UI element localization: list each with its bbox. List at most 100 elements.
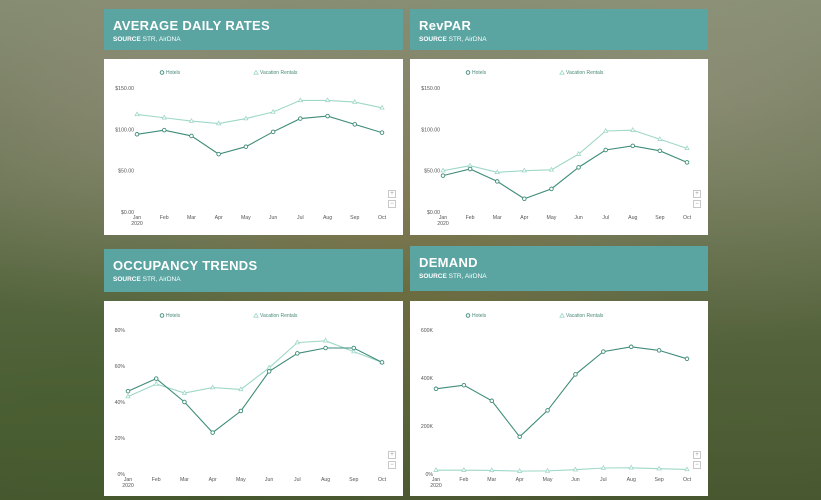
- x-tick-label: Jun: [574, 215, 582, 221]
- zoom-in-button[interactable]: +: [693, 451, 701, 459]
- data-point-hotels: [461, 382, 467, 388]
- series-line: [435, 346, 688, 438]
- data-point-hotels: [489, 398, 495, 404]
- panel-source: SOURCE STR, AirDNA: [419, 36, 699, 44]
- x-tick-label: Mar: [493, 215, 502, 221]
- panel-source: SOURCE STR, AirDNA: [113, 276, 394, 284]
- data-point-hotels: [325, 113, 330, 119]
- legend-label: Vacation Rentals: [566, 70, 604, 76]
- data-point-hotels: [522, 196, 527, 202]
- x-tick-label: Sep: [654, 477, 663, 483]
- x-tick-label: Aug: [323, 215, 332, 221]
- data-point-hotels: [517, 434, 522, 440]
- zoom-in-button[interactable]: +: [388, 190, 396, 198]
- x-tick-label: Jun: [265, 477, 273, 483]
- data-point-vacation-rentals: [243, 115, 249, 121]
- data-point-hotels: [630, 143, 636, 149]
- data-point-hotels: [295, 351, 300, 356]
- source-key: SOURCE: [113, 276, 141, 283]
- data-point-vacation-rentals: [181, 389, 188, 395]
- zoom-out-button[interactable]: −: [693, 200, 701, 208]
- data-point-vacation-rentals: [684, 145, 690, 151]
- x-tick-label: Feb: [459, 477, 468, 483]
- series-line: [136, 115, 383, 155]
- y-tick-label: $50.00: [424, 169, 440, 175]
- data-point-hotels: [656, 348, 662, 353]
- data-point-hotels: [549, 186, 554, 192]
- zoom-out-button[interactable]: −: [388, 200, 396, 208]
- data-point-vacation-rentals: [209, 384, 216, 390]
- chart-card-adr: $0.00 $50.00 $100.00 $150.00 Jan 2020 Feb Mar Ap…: [104, 59, 403, 235]
- data-point-hotels: [601, 349, 606, 354]
- y-tick-label: 200K: [421, 424, 434, 430]
- y-tick-label: $0.00: [427, 210, 440, 216]
- x-tick-label: Apr: [209, 477, 217, 483]
- x-tick-label: May: [547, 215, 557, 221]
- legend-marker-vacation-rentals: [559, 312, 565, 318]
- chart-card-demand: 0% 200K 400K 600K Jan 2020 Feb Mar Apr May Jun Jul A…: [410, 301, 708, 496]
- data-point-vacation-rentals: [684, 466, 690, 472]
- x-tick-label: Jul: [600, 477, 607, 483]
- panel-title: OCCUPANCY TRENDS: [113, 258, 258, 273]
- data-point-vacation-rentals: [266, 364, 272, 370]
- data-point-hotels: [379, 360, 385, 365]
- panel-header-revpar: RevPAR SOURCE STR, AirDNA: [410, 9, 708, 50]
- x-tick-label: Mar: [487, 477, 496, 483]
- data-point-hotels: [161, 127, 167, 133]
- data-point-hotels: [216, 151, 221, 157]
- y-tick-label: $150.00: [115, 86, 134, 92]
- panel-header-occupancy: OCCUPANCY TRENDS SOURCE STR, AirDNA: [104, 249, 403, 292]
- data-point-hotels: [684, 356, 690, 362]
- x-tick-label: May: [241, 215, 251, 221]
- data-point-hotels: [210, 430, 215, 435]
- legend-marker-hotels: [465, 313, 471, 318]
- data-point-vacation-rentals: [657, 136, 663, 141]
- legend-label: Vacation Rentals: [260, 70, 298, 76]
- chart-card-revpar: $0.00 $50.00 $100.00 $150.00 Jan 2020 Feb Mar Ap…: [410, 59, 708, 235]
- zoom-out-button[interactable]: −: [388, 461, 396, 469]
- line-chart: 0% 200K 400K 600K Jan 2020 Feb Mar Apr May Jun Jul A…: [421, 312, 692, 489]
- data-point-hotels: [576, 165, 581, 170]
- data-point-vacation-rentals: [379, 104, 385, 110]
- x-tick-label: Jul: [294, 477, 301, 483]
- y-tick-label: 0%: [118, 472, 126, 478]
- chart-card-occupancy: 0% 20% 40% 60% 80% Jan 2020 Feb Mar Apr May Jun Jul A…: [104, 301, 403, 496]
- data-point-vacation-rentals: [294, 339, 301, 345]
- data-point-hotels: [467, 166, 473, 172]
- y-tick-label: $100.00: [421, 127, 440, 133]
- y-tick-label: $0.00: [121, 210, 134, 216]
- data-point-hotels: [433, 386, 439, 392]
- data-point-vacation-rentals: [628, 464, 634, 470]
- y-tick-label: $50.00: [118, 169, 134, 175]
- data-point-vacation-rentals: [521, 167, 528, 173]
- y-tick-label: 40%: [115, 400, 126, 406]
- y-tick-label: 600K: [421, 328, 434, 334]
- data-point-vacation-rentals: [572, 466, 579, 472]
- x-tick-label: Aug: [321, 477, 330, 483]
- data-point-vacation-rentals: [270, 108, 276, 114]
- x-tick-label: Jan 2020: [122, 477, 134, 489]
- x-tick-label: Oct: [378, 477, 387, 483]
- data-point-hotels: [352, 122, 358, 127]
- x-tick-label: Apr: [516, 477, 524, 483]
- line-chart: $0.00 $50.00 $100.00 $150.00 Jan 2020 Feb Mar Ap…: [115, 69, 387, 227]
- data-point-vacation-rentals: [125, 393, 131, 399]
- x-tick-label: Jun: [571, 477, 579, 483]
- data-point-vacation-rentals: [351, 348, 357, 354]
- zoom-in-button[interactable]: +: [388, 451, 396, 459]
- y-tick-label: $150.00: [421, 86, 440, 92]
- zoom-in-button[interactable]: +: [693, 190, 701, 198]
- panel-title: RevPAR: [419, 18, 472, 33]
- line-chart: 0% 20% 40% 60% 80% Jan 2020 Feb Mar Apr May Jun Jul A…: [115, 312, 387, 489]
- panel-header-demand: DEMAND SOURCE STR, AirDNA: [410, 246, 708, 291]
- data-point-hotels: [573, 372, 578, 377]
- data-point-vacation-rentals: [238, 386, 244, 392]
- series-line: [442, 129, 688, 173]
- source-value: STR, AirDNA: [448, 36, 487, 43]
- x-tick-label: Aug: [628, 215, 637, 221]
- x-tick-label: Sep: [350, 215, 359, 221]
- panel-title: DEMAND: [419, 255, 478, 270]
- legend-label: Hotels: [472, 313, 487, 319]
- zoom-out-button[interactable]: −: [693, 461, 701, 469]
- y-tick-label: 80%: [115, 328, 126, 334]
